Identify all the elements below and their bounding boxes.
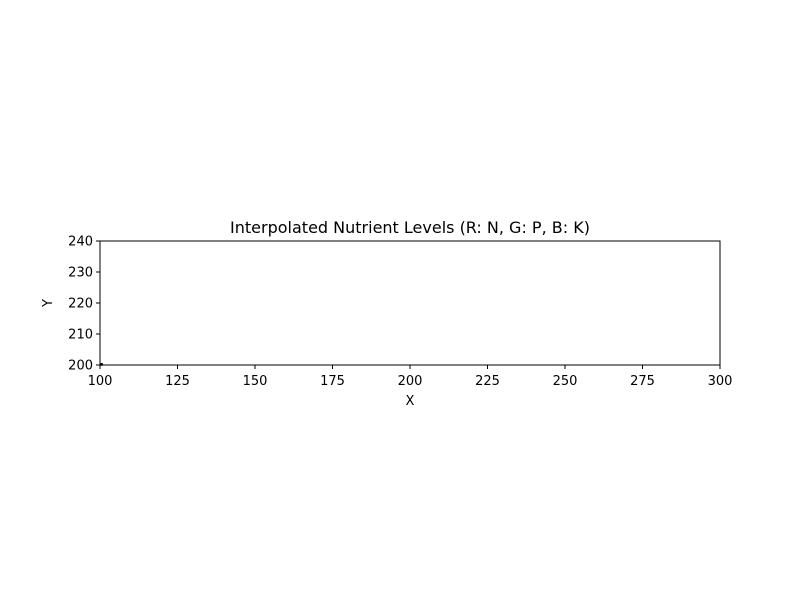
y-tick-label: 230 bbox=[68, 266, 93, 281]
x-tick-label: 175 bbox=[320, 374, 345, 389]
y-tick-label: 210 bbox=[68, 328, 93, 343]
x-tick-label: 150 bbox=[243, 374, 268, 389]
x-axis-label: X bbox=[406, 394, 415, 409]
y-tick-label: 220 bbox=[68, 297, 93, 312]
y-tick-label: 240 bbox=[68, 235, 93, 250]
y-axis-label: Y bbox=[41, 299, 56, 308]
x-tick-label: 275 bbox=[630, 374, 655, 389]
axes-frame bbox=[99, 240, 721, 366]
y-axis: 200 210 220 230 240 bbox=[68, 235, 100, 374]
plot-area bbox=[100, 241, 720, 365]
x-tick-label: 200 bbox=[398, 374, 423, 389]
y-tick-label: 200 bbox=[68, 359, 93, 374]
chart-title: Interpolated Nutrient Levels (R: N, G: P… bbox=[230, 218, 590, 237]
x-tick-label: 250 bbox=[553, 374, 578, 389]
x-axis: 100 125 150 175 200 225 250 275 300 bbox=[88, 365, 733, 389]
x-tick-label: 100 bbox=[88, 374, 113, 389]
x-tick-label: 300 bbox=[708, 374, 733, 389]
x-tick-label: 125 bbox=[165, 374, 190, 389]
x-tick-label: 225 bbox=[475, 374, 500, 389]
